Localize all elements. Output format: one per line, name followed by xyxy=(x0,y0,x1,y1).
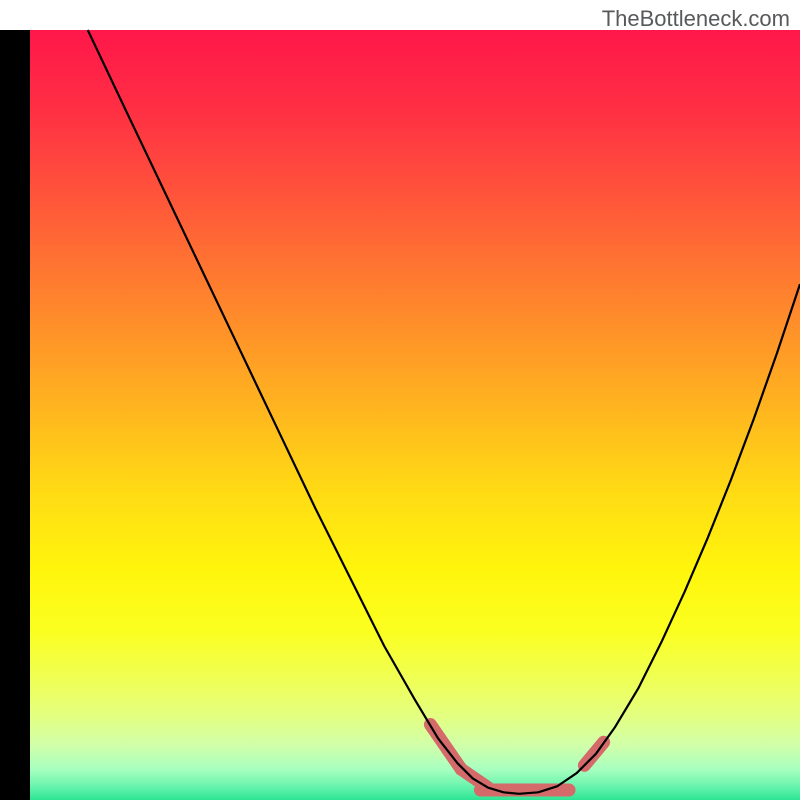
chart-stage: TheBottleneck.com xyxy=(0,0,800,800)
bottleneck-curve xyxy=(0,0,800,800)
curve-left-branch xyxy=(88,30,519,794)
watermark-text: TheBottleneck.com xyxy=(602,6,790,32)
curve-right-branch xyxy=(519,284,800,794)
